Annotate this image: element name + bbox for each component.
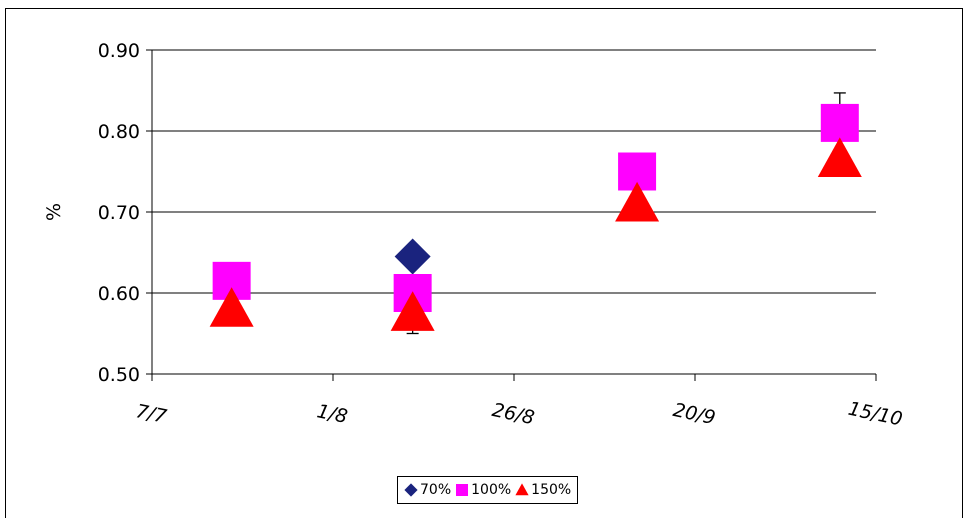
marker-triangle xyxy=(817,137,862,177)
marker-diamond xyxy=(394,238,431,275)
legend-item: 100% xyxy=(455,482,511,498)
grid-lines xyxy=(152,49,876,375)
legend-label: 150% xyxy=(531,482,572,498)
marker-triangle xyxy=(390,291,435,331)
marker-triangle xyxy=(615,181,660,222)
legend-marker xyxy=(456,484,469,496)
y-tick-label: 0.70 xyxy=(98,202,140,224)
legend-diamond-icon xyxy=(404,483,418,497)
legend-item: 70% xyxy=(404,482,451,498)
y-tick-label: 0.80 xyxy=(98,121,140,143)
axes xyxy=(146,49,877,381)
y-tick-label: 0.60 xyxy=(98,283,140,305)
x-tick-label: 20/9 xyxy=(671,399,717,429)
marker-square xyxy=(820,103,859,142)
legend: 70% 100% 150% xyxy=(397,476,579,504)
legend-item: 150% xyxy=(515,482,571,498)
x-tick-label: 26/8 xyxy=(490,399,536,429)
x-tick-label: 1/8 xyxy=(315,400,349,428)
x-tick-label: 7/7 xyxy=(134,400,168,428)
legend-label: 70% xyxy=(420,482,452,498)
legend-triangle-icon xyxy=(515,483,529,496)
x-tick-label: 15/10 xyxy=(846,398,904,431)
x-tick-labels: 7/7 1/8 26/8 20/9 15/10 xyxy=(134,398,904,431)
y-tick-labels: 0.50 0.60 0.70 0.80 0.90 xyxy=(98,40,140,386)
chart-frame xyxy=(5,8,963,518)
data-markers xyxy=(209,103,862,331)
legend-marker xyxy=(515,483,529,496)
legend-label: 100% xyxy=(471,482,512,498)
marker-triangle xyxy=(209,287,254,327)
y-axis-label: % xyxy=(43,203,65,221)
legend-marker xyxy=(404,483,418,497)
legend-square-icon xyxy=(456,484,469,496)
y-tick-label: 0.50 xyxy=(98,364,140,386)
y-tick-label: 0.90 xyxy=(98,40,140,62)
